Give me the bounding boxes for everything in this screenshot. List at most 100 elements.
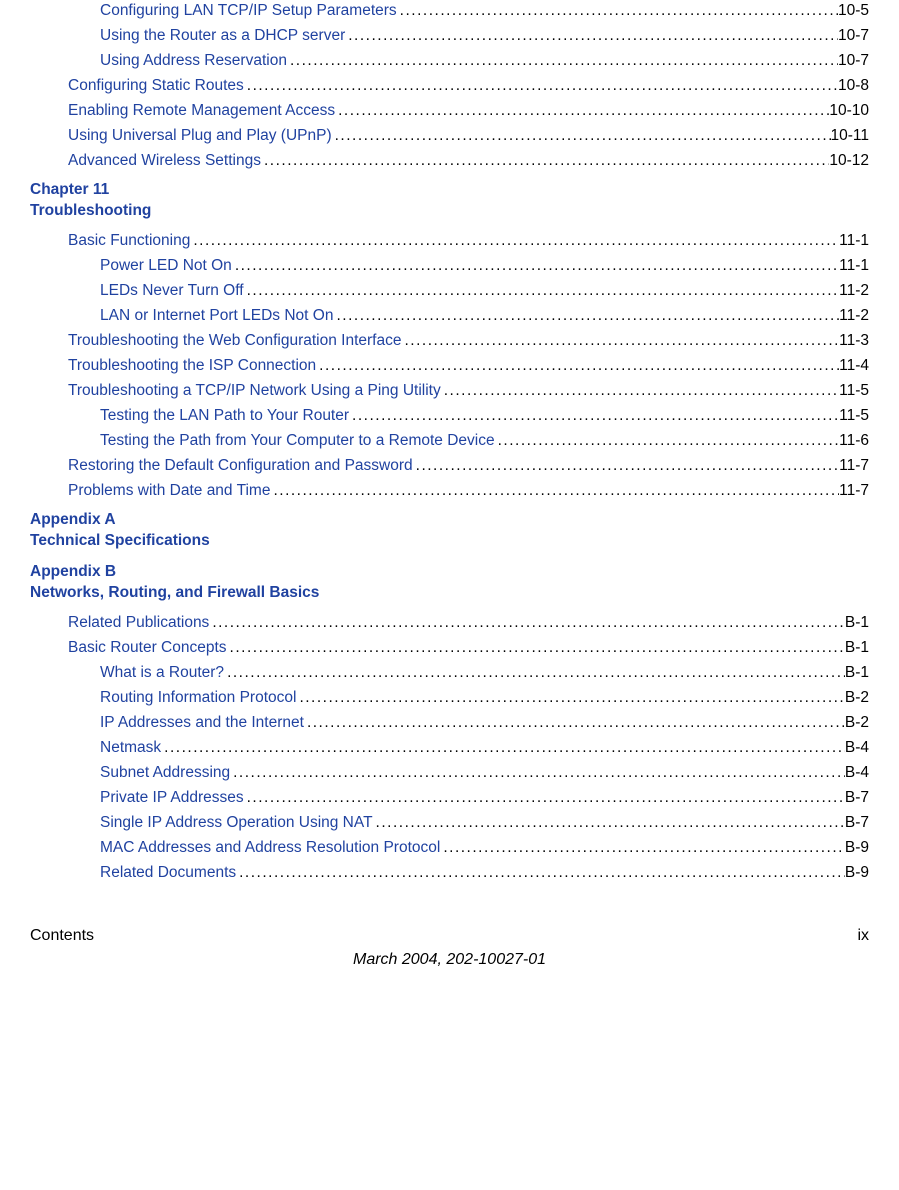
footer-date: March 2004, 202-10027-01 [30, 951, 869, 969]
toc-page-number: 11-5 [839, 382, 869, 400]
toc-link[interactable]: IP Addresses and the Internet [100, 714, 304, 732]
toc-link[interactable]: Using Universal Plug and Play (UPnP) [68, 127, 332, 145]
toc-leader-dots [373, 814, 845, 832]
toc-link[interactable]: Using the Router as a DHCP server [100, 27, 345, 45]
toc-link[interactable]: Subnet Addressing [100, 764, 230, 782]
toc-page-number: B-1 [845, 664, 869, 682]
toc-entry: Basic Functioning 11-1 [30, 232, 869, 250]
toc-page-number: 11-3 [839, 332, 869, 350]
chapter-heading[interactable]: Appendix ATechnical Specifications [30, 510, 869, 552]
toc-page-number: B-2 [845, 689, 869, 707]
toc-link[interactable]: Related Publications [68, 614, 209, 632]
toc-link[interactable]: Troubleshooting a TCP/IP Network Using a… [68, 382, 441, 400]
toc-leader-dots [495, 432, 840, 450]
toc-link[interactable]: Troubleshooting the Web Configuration In… [68, 332, 401, 350]
toc-page-number: B-2 [845, 714, 869, 732]
toc-page-number: B-1 [845, 614, 869, 632]
toc-link[interactable]: Configuring LAN TCP/IP Setup Parameters [100, 2, 397, 20]
toc-link[interactable]: Problems with Date and Time [68, 482, 270, 500]
chapter-heading[interactable]: Appendix BNetworks, Routing, and Firewal… [30, 562, 869, 604]
toc-entry: Basic Router Concepts B-1 [30, 639, 869, 657]
toc-leader-dots [261, 152, 829, 170]
toc-leader-dots [270, 482, 839, 500]
toc-leader-dots [227, 639, 845, 657]
toc-link[interactable]: Private IP Addresses [100, 789, 244, 807]
toc-content: Configuring LAN TCP/IP Setup Parameters … [30, 2, 869, 882]
toc-link[interactable]: Testing the LAN Path to Your Router [100, 407, 349, 425]
toc-leader-dots [401, 332, 839, 350]
toc-link[interactable]: What is a Router? [100, 664, 224, 682]
toc-leader-dots [441, 382, 839, 400]
toc-page-number: 11-1 [839, 257, 869, 275]
toc-leader-dots [244, 77, 838, 95]
toc-link[interactable]: Basic Router Concepts [68, 639, 227, 657]
toc-entry: Related Documents B-9 [30, 864, 869, 882]
toc-leader-dots [236, 864, 845, 882]
toc-leader-dots [304, 714, 845, 732]
toc-entry: Subnet Addressing B-4 [30, 764, 869, 782]
page-footer: Contents ix March 2004, 202-10027-01 [30, 927, 869, 969]
toc-link[interactable]: Basic Functioning [68, 232, 190, 250]
toc-page-number: B-7 [845, 789, 869, 807]
toc-link[interactable]: Configuring Static Routes [68, 77, 244, 95]
toc-entry: Configuring Static Routes 10-8 [30, 77, 869, 95]
toc-page-number: B-9 [845, 864, 869, 882]
toc-page-number: 11-7 [839, 457, 869, 475]
toc-entry: MAC Addresses and Address Resolution Pro… [30, 839, 869, 857]
toc-link[interactable]: Testing the Path from Your Computer to a… [100, 432, 495, 450]
toc-link[interactable]: Using Address Reservation [100, 52, 287, 70]
toc-entry: Configuring LAN TCP/IP Setup Parameters … [30, 2, 869, 20]
toc-entry: LAN or Internet Port LEDs Not On 11-2 [30, 307, 869, 325]
toc-link[interactable]: LEDs Never Turn Off [100, 282, 244, 300]
toc-entry: Enabling Remote Management Access 10-10 [30, 102, 869, 120]
toc-page-number: B-1 [845, 639, 869, 657]
toc-page-number: 10-10 [829, 102, 869, 120]
toc-entry: Using the Router as a DHCP server 10-7 [30, 27, 869, 45]
toc-page-number: 11-5 [839, 407, 869, 425]
chapter-heading[interactable]: Chapter 11Troubleshooting [30, 180, 869, 222]
toc-page-number: B-4 [845, 764, 869, 782]
toc-entry: Testing the Path from Your Computer to a… [30, 432, 869, 450]
toc-page-number: 11-6 [839, 432, 869, 450]
toc-leader-dots [161, 739, 845, 757]
toc-leader-dots [287, 52, 838, 70]
toc-leader-dots [345, 27, 838, 45]
toc-leader-dots [335, 102, 829, 120]
toc-entry: LEDs Never Turn Off 11-2 [30, 282, 869, 300]
toc-entry: Troubleshooting a TCP/IP Network Using a… [30, 382, 869, 400]
toc-entry: Using Universal Plug and Play (UPnP) 10-… [30, 127, 869, 145]
toc-leader-dots [244, 282, 840, 300]
toc-page-number: 11-2 [839, 307, 869, 325]
toc-entry: Using Address Reservation 10-7 [30, 52, 869, 70]
toc-link[interactable]: MAC Addresses and Address Resolution Pro… [100, 839, 440, 857]
toc-page-number: B-9 [845, 839, 869, 857]
toc-leader-dots [296, 689, 844, 707]
toc-page-number: 11-4 [839, 357, 869, 375]
toc-link[interactable]: Power LED Not On [100, 257, 232, 275]
toc-link[interactable]: Troubleshooting the ISP Connection [68, 357, 316, 375]
toc-leader-dots [316, 357, 839, 375]
footer-right: ix [857, 927, 869, 945]
toc-page-number: 10-5 [838, 2, 869, 20]
toc-entry: Single IP Address Operation Using NAT B-… [30, 814, 869, 832]
toc-entry: Related Publications B-1 [30, 614, 869, 632]
toc-entry: Power LED Not On 11-1 [30, 257, 869, 275]
toc-link[interactable]: Enabling Remote Management Access [68, 102, 335, 120]
toc-page-number: 11-7 [839, 482, 869, 500]
toc-link[interactable]: Related Documents [100, 864, 236, 882]
toc-page-number: 11-2 [839, 282, 869, 300]
toc-entry: Troubleshooting the ISP Connection 11-4 [30, 357, 869, 375]
toc-leader-dots [209, 614, 845, 632]
toc-page-number: B-7 [845, 814, 869, 832]
toc-link[interactable]: Restoring the Default Configuration and … [68, 457, 413, 475]
toc-link[interactable]: Routing Information Protocol [100, 689, 296, 707]
toc-page-number: 11-1 [839, 232, 869, 250]
toc-link[interactable]: Single IP Address Operation Using NAT [100, 814, 373, 832]
toc-page-number: 10-11 [831, 127, 870, 145]
toc-link[interactable]: Netmask [100, 739, 161, 757]
toc-leader-dots [232, 257, 839, 275]
toc-link[interactable]: LAN or Internet Port LEDs Not On [100, 307, 333, 325]
footer-left: Contents [30, 927, 94, 945]
toc-leader-dots [244, 789, 845, 807]
toc-link[interactable]: Advanced Wireless Settings [68, 152, 261, 170]
